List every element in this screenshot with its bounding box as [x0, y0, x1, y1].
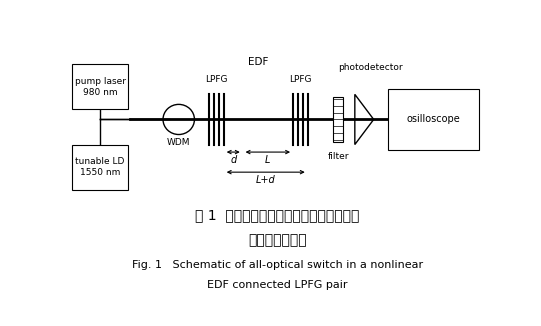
Text: EDF: EDF — [248, 57, 268, 67]
FancyBboxPatch shape — [333, 97, 342, 142]
Text: d: d — [230, 155, 236, 165]
Text: pump laser
980 nm: pump laser 980 nm — [75, 77, 126, 96]
Text: EDF connected LPFG pair: EDF connected LPFG pair — [207, 280, 347, 290]
Text: LPFG: LPFG — [289, 75, 312, 84]
Text: filter: filter — [327, 152, 349, 161]
Text: LPFG: LPFG — [205, 75, 228, 84]
Text: osilloscope: osilloscope — [407, 114, 460, 125]
Text: 图 1  非线性掺铒光纤连接的长周期光栅对: 图 1 非线性掺铒光纤连接的长周期光栅对 — [195, 208, 359, 222]
Text: WDM: WDM — [167, 138, 190, 147]
Text: 全光开关原理图: 全光开关原理图 — [248, 233, 307, 247]
Text: tunable LD
1550 nm: tunable LD 1550 nm — [75, 157, 125, 177]
FancyBboxPatch shape — [388, 89, 478, 150]
Text: L+d: L+d — [256, 175, 275, 185]
Text: photodetector: photodetector — [338, 63, 403, 72]
FancyBboxPatch shape — [72, 144, 128, 190]
Text: Fig. 1   Schematic of all-optical switch in a nonlinear: Fig. 1 Schematic of all-optical switch i… — [131, 260, 423, 270]
FancyBboxPatch shape — [72, 64, 128, 110]
Text: L: L — [265, 155, 270, 165]
